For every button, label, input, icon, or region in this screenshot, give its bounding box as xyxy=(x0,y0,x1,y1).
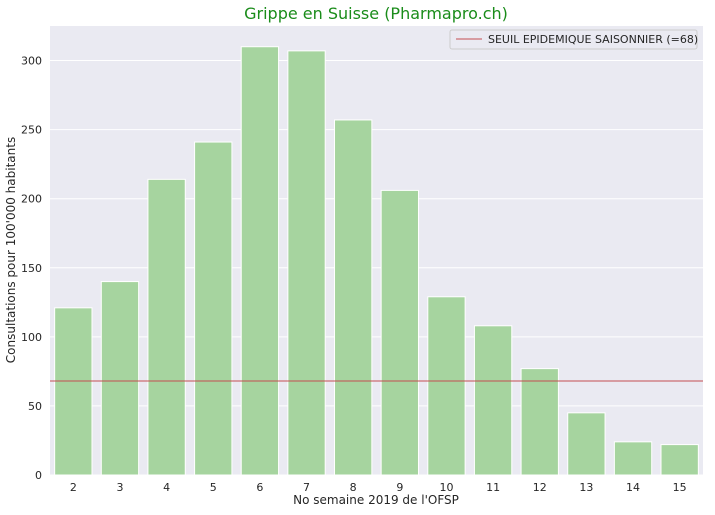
x-tick-label: 3 xyxy=(116,481,123,494)
bar-week-11 xyxy=(473,325,513,476)
x-axis-label: No semaine 2019 de l'OFSP xyxy=(293,493,459,507)
bar-week-10 xyxy=(427,296,466,476)
y-axis-label: Consultations pour 100'000 habitants xyxy=(4,137,18,363)
x-tick-label: 13 xyxy=(579,481,593,494)
x-tick-label: 7 xyxy=(303,481,310,494)
y-tick-label: 50 xyxy=(28,400,42,413)
legend-box xyxy=(449,29,698,50)
bar-week-6 xyxy=(240,46,280,476)
x-tick-label: 14 xyxy=(626,481,640,494)
y-tick-label: 300 xyxy=(21,55,42,68)
bar-week-8 xyxy=(334,119,373,476)
x-tick-label: 12 xyxy=(533,481,547,494)
y-tick-label: 250 xyxy=(21,124,42,137)
y-tick-label: 150 xyxy=(21,262,42,275)
legend: SEUIL EPIDEMIQUE SAISONNIER (=68) xyxy=(449,29,698,50)
x-tick-label: 5 xyxy=(210,481,217,494)
chart-title: Grippe en Suisse (Pharmapro.ch) xyxy=(244,4,508,23)
x-axis-ticks: 2 3 4 5 6 7 8 9 10 11 12 13 14 15 xyxy=(70,481,687,494)
bar-week-13 xyxy=(567,412,606,476)
x-tick-label: 2 xyxy=(70,481,77,494)
bar-week-4 xyxy=(147,178,186,476)
bar-week-9 xyxy=(380,189,419,476)
x-tick-label: 10 xyxy=(439,481,453,494)
x-tick-label: 6 xyxy=(256,481,263,494)
x-tick-label: 11 xyxy=(486,481,500,494)
x-tick-label: 15 xyxy=(673,481,687,494)
bar-week-15 xyxy=(660,444,699,476)
bar-week-14 xyxy=(613,441,653,476)
bar-week-5 xyxy=(194,141,233,476)
y-tick-label: 100 xyxy=(21,331,42,344)
legend-label: SEUIL EPIDEMIQUE SAISONNIER (=68) xyxy=(488,33,698,46)
y-axis-ticks: 0 50 100 150 200 250 300 xyxy=(21,55,42,482)
x-tick-label: 4 xyxy=(163,481,170,494)
bars xyxy=(54,46,699,476)
bar-week-3 xyxy=(100,281,140,476)
bar-week-12 xyxy=(520,368,559,476)
y-tick-label: 0 xyxy=(35,469,42,482)
x-tick-label: 8 xyxy=(350,481,357,494)
x-tick-label: 9 xyxy=(396,481,403,494)
y-tick-label: 200 xyxy=(21,193,42,206)
bar-week-2 xyxy=(54,307,93,476)
bar-week-7 xyxy=(287,50,326,476)
